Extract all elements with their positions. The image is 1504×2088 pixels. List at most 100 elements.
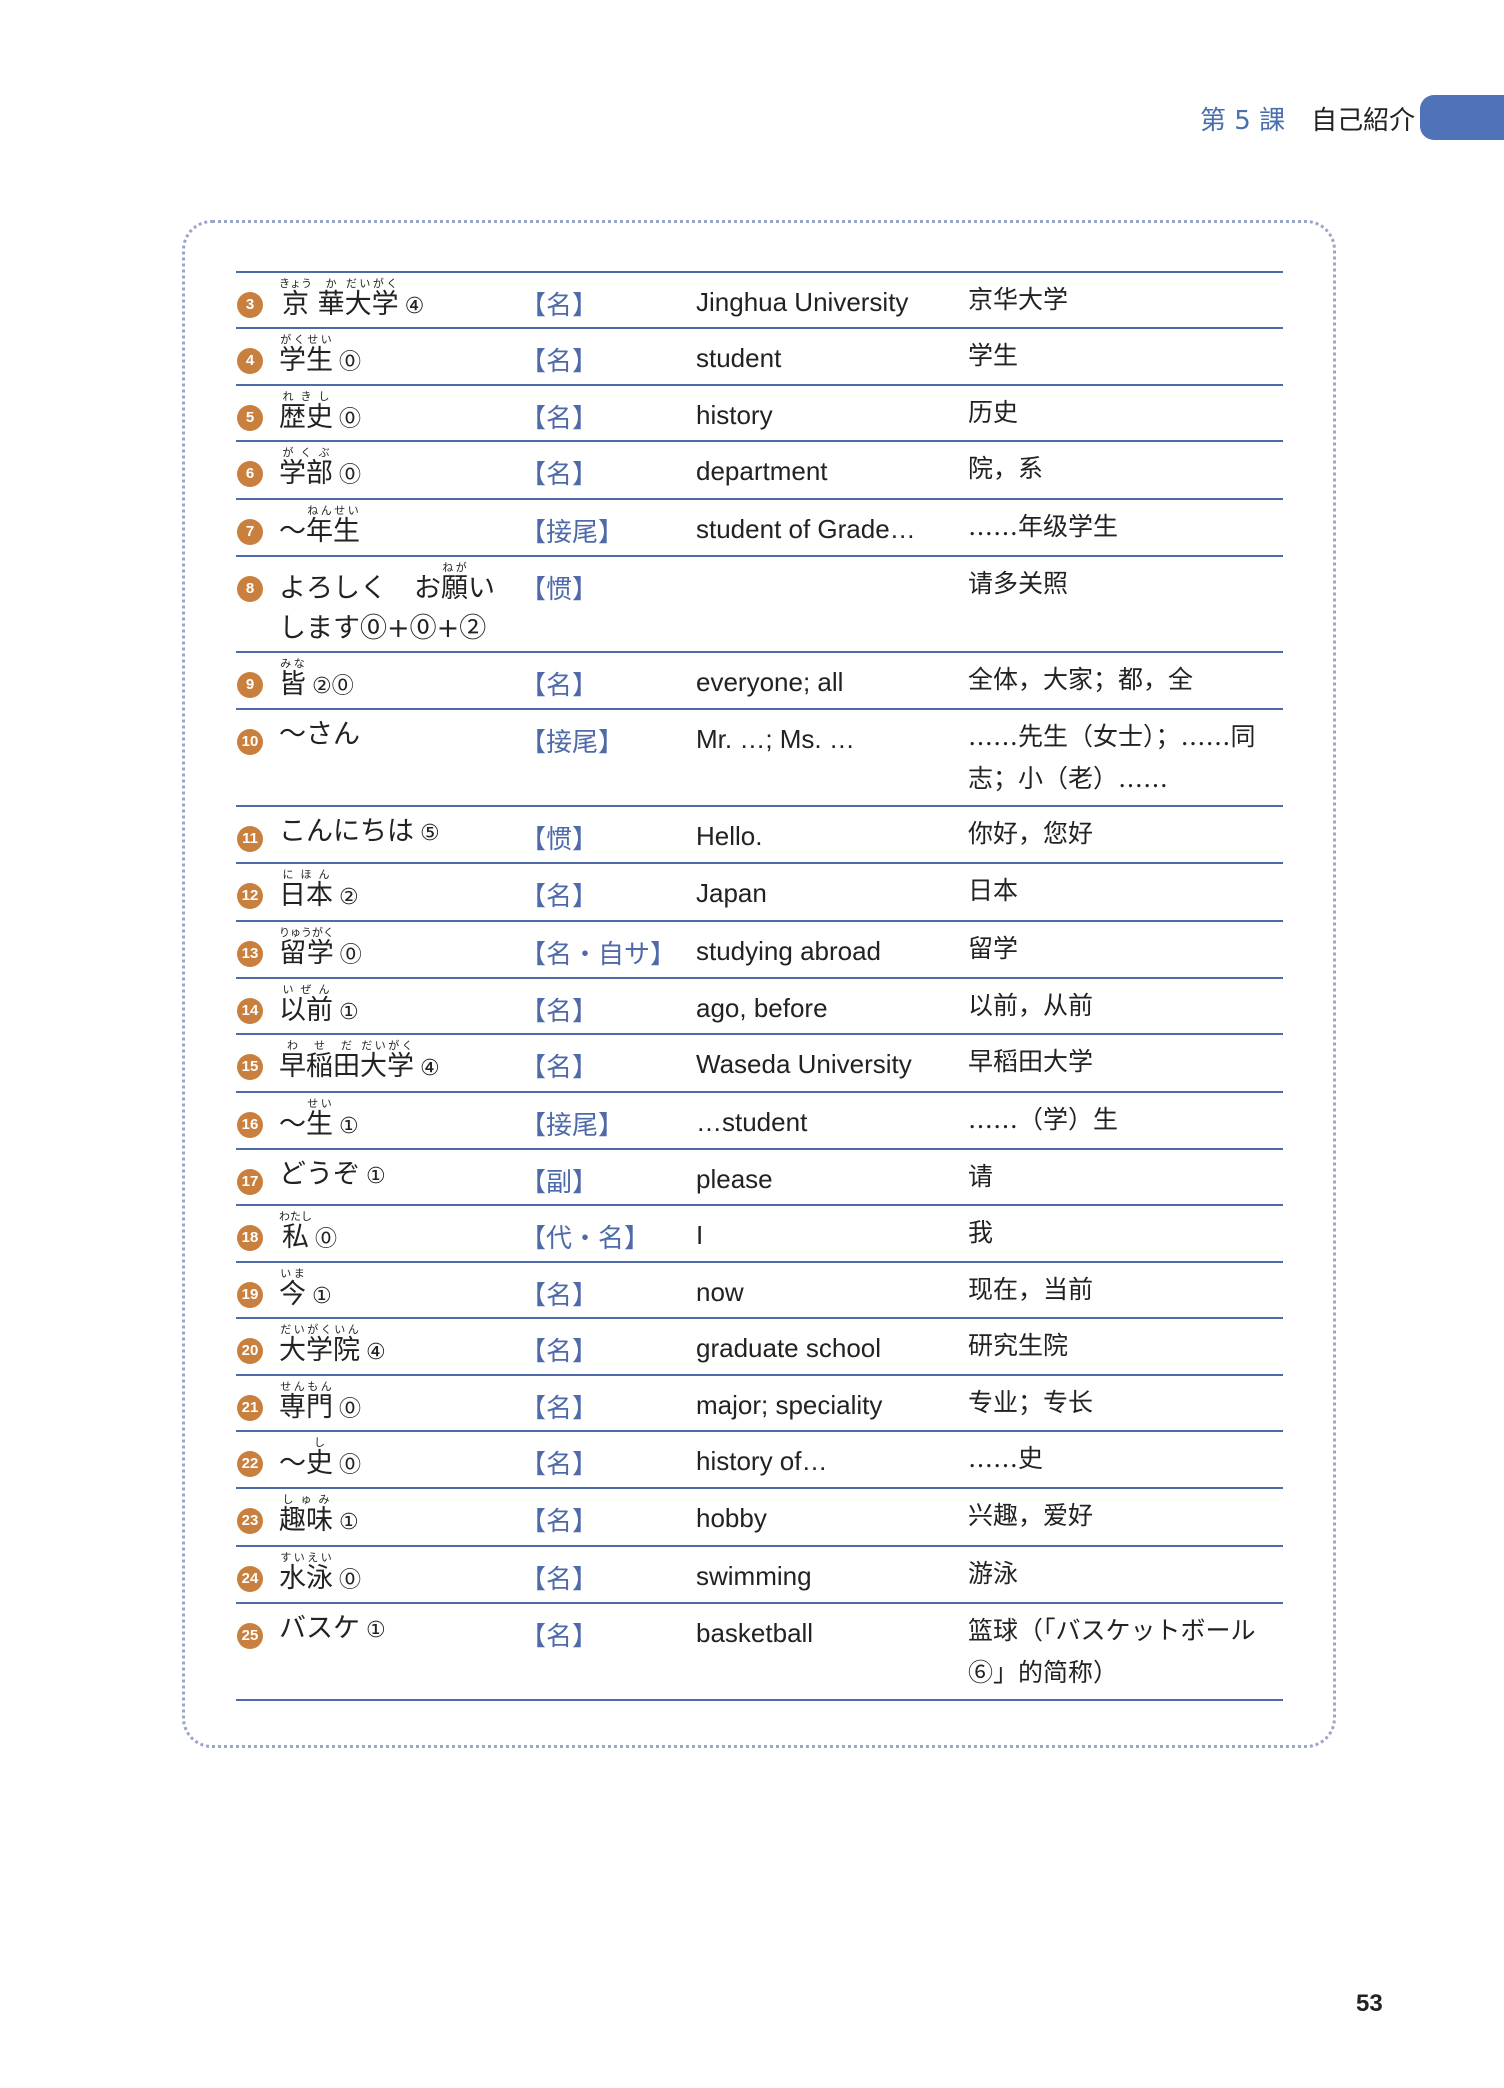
japanese-word: 留学りゅうがく ⓪ <box>279 926 362 977</box>
word-base: 学部 <box>279 458 333 489</box>
chinese-meaning: 京华大学 <box>968 285 1069 314</box>
chinese-meaning: 你好，您好 <box>968 819 1094 848</box>
word-base: 年生 <box>306 516 360 547</box>
chapter-header: 第 5 課 自己紹介 <box>1200 100 1415 137</box>
accent-mark: ① <box>339 1114 359 1139</box>
english-meaning: please <box>696 1164 773 1194</box>
japanese-word: バスケ ① <box>279 1608 386 1652</box>
english-meaning: hobby <box>696 1503 767 1533</box>
furigana: すいえい <box>279 1551 333 1564</box>
accent-mark: ⓪ <box>339 943 362 968</box>
accent-mark: ②⓪ <box>312 674 354 699</box>
vocab-row: 16 ～生せい① 【接尾】 …student ……（学）生 <box>236 1093 1283 1150</box>
item-number-badge: 18 <box>237 1225 263 1251</box>
word-text: どうぞ <box>279 1159 360 1190</box>
chinese-meaning: 历史 <box>968 398 1019 427</box>
part-of-speech: 【名】 <box>520 671 599 701</box>
vocab-row: 14 以前いぜん① 【名】 ago, before 以前，从前 <box>236 979 1283 1035</box>
accent-mark: ⓪ <box>339 350 362 375</box>
accent-mark: ⓪ <box>315 1227 338 1252</box>
vocabulary-table: 3 京きょう 華か大学だいがく④ 【名】 Jinghua University 京华大学… <box>236 271 1283 1701</box>
furigana: だいがくいん <box>279 1323 360 1336</box>
japanese-word: 今いま① <box>279 1267 332 1318</box>
english-meaning: ago, before <box>696 993 828 1023</box>
furigana: わたし <box>279 1210 312 1223</box>
word-base: 専門 <box>279 1392 333 1423</box>
accent-mark: ① <box>366 1164 386 1189</box>
english-meaning: basketball <box>696 1618 814 1648</box>
accent-mark: ② <box>339 885 359 910</box>
part-of-speech: 【名・自サ】 <box>520 940 677 970</box>
accent-mark: ⓪ <box>339 463 362 488</box>
chinese-meaning: 我 <box>968 1218 994 1247</box>
item-number-badge: 21 <box>237 1395 263 1421</box>
vocab-row: 4 学生がくせい⓪ 【名】 student 学生 <box>236 329 1283 386</box>
word-with-furigana: 京きょう <box>279 278 312 320</box>
furigana: だいがく <box>344 277 399 290</box>
item-number-badge: 4 <box>237 348 263 374</box>
vocab-row: 23 趣味しゅみ① 【名】 hobby 兴趣，爱好 <box>236 1489 1283 1547</box>
word-with-furigana: 学部がくぶ <box>279 447 333 489</box>
furigana: いぜん <box>279 983 333 996</box>
word-base: 大学 <box>360 1051 414 1082</box>
furigana: りゅうがく <box>279 926 334 939</box>
word-with-furigana: 以前いぜん <box>279 984 333 1026</box>
chinese-meaning: 专业；专长 <box>968 1388 1094 1417</box>
chinese-meaning: ……（学）生 <box>968 1105 1119 1134</box>
english-meaning: now <box>696 1277 744 1307</box>
vocab-row: 17 どうぞ ① 【副】 please 请 <box>236 1150 1283 1206</box>
accent-mark: ⓪ <box>339 1453 362 1478</box>
english-meaning: history of… <box>696 1446 828 1476</box>
japanese-word: 大学院だいがくいん④ <box>279 1323 386 1374</box>
item-number-badge: 15 <box>237 1054 263 1080</box>
japanese-word: ～年生ねんせい <box>279 504 366 555</box>
part-of-speech: 【名】 <box>520 1565 599 1595</box>
furigana: わせだ <box>279 1039 360 1052</box>
word-with-furigana: 水泳すいえい <box>279 1552 333 1594</box>
chinese-meaning: 现在，当前 <box>968 1275 1094 1304</box>
accent-mark: ① <box>339 1000 359 1025</box>
part-of-speech: 【名】 <box>520 1053 599 1083</box>
part-of-speech: 【惯】 <box>520 825 599 855</box>
word-text: ～さん <box>279 719 360 750</box>
part-of-speech: 【接尾】 <box>520 1111 625 1141</box>
word-base: 歴史 <box>279 402 333 433</box>
part-of-speech: 【名】 <box>520 404 599 434</box>
furigana: がくせい <box>279 333 333 346</box>
item-number-badge: 16 <box>237 1112 263 1138</box>
item-number-badge: 19 <box>237 1282 263 1308</box>
item-number-badge: 13 <box>237 941 263 967</box>
chinese-meaning: 游泳 <box>968 1559 1019 1588</box>
word-base: 以前 <box>279 995 333 1026</box>
vocabulary-box <box>182 220 1336 1748</box>
chinese-meaning: 研究生院 <box>968 1331 1069 1360</box>
english-meaning: department <box>696 456 828 486</box>
word-with-furigana: 学生がくせい <box>279 334 333 376</box>
part-of-speech: 【名】 <box>520 1507 599 1537</box>
vocab-row: 19 今いま① 【名】 now 现在，当前 <box>236 1263 1283 1319</box>
vocab-row: 11 こんにちは ⑤ 【惯】 Hello. 你好，您好 <box>236 807 1283 864</box>
japanese-word: 皆みな②⓪ <box>279 657 354 708</box>
word-with-furigana: 今いま <box>279 1268 306 1310</box>
japanese-word: 趣味しゅみ① <box>279 1493 359 1544</box>
word-text: ～ <box>279 1448 306 1479</box>
chinese-meaning: 篮球（「バスケットボール⑥」的简称） <box>968 1616 1256 1687</box>
furigana: か <box>317 277 345 290</box>
vocab-row: 18 私わたし⓪ 【代・名】 I 我 <box>236 1206 1283 1263</box>
english-meaning: Japan <box>696 878 767 908</box>
vocab-row: 20 大学院だいがくいん④ 【名】 graduate school 研究生院 <box>236 1319 1283 1376</box>
word-text: バスケ <box>279 1613 360 1644</box>
part-of-speech: 【副】 <box>520 1168 599 1198</box>
word-base: 留学 <box>279 938 334 969</box>
item-number-badge: 7 <box>237 519 263 545</box>
furigana: ねんせい <box>306 504 360 517</box>
furigana: せんもん <box>279 1380 333 1393</box>
item-number-badge: 20 <box>237 1338 263 1364</box>
english-meaning: Jinghua University <box>696 287 909 317</box>
vocab-row: 12 日本にほん② 【名】 Japan 日本 <box>236 864 1283 922</box>
word-base: 私 <box>279 1222 312 1253</box>
english-meaning: student of Grade… <box>696 514 916 544</box>
accent-mark: ① <box>312 1284 332 1309</box>
japanese-word: 専門せんもん⓪ <box>279 1380 361 1431</box>
word-base: 華 <box>317 289 345 320</box>
